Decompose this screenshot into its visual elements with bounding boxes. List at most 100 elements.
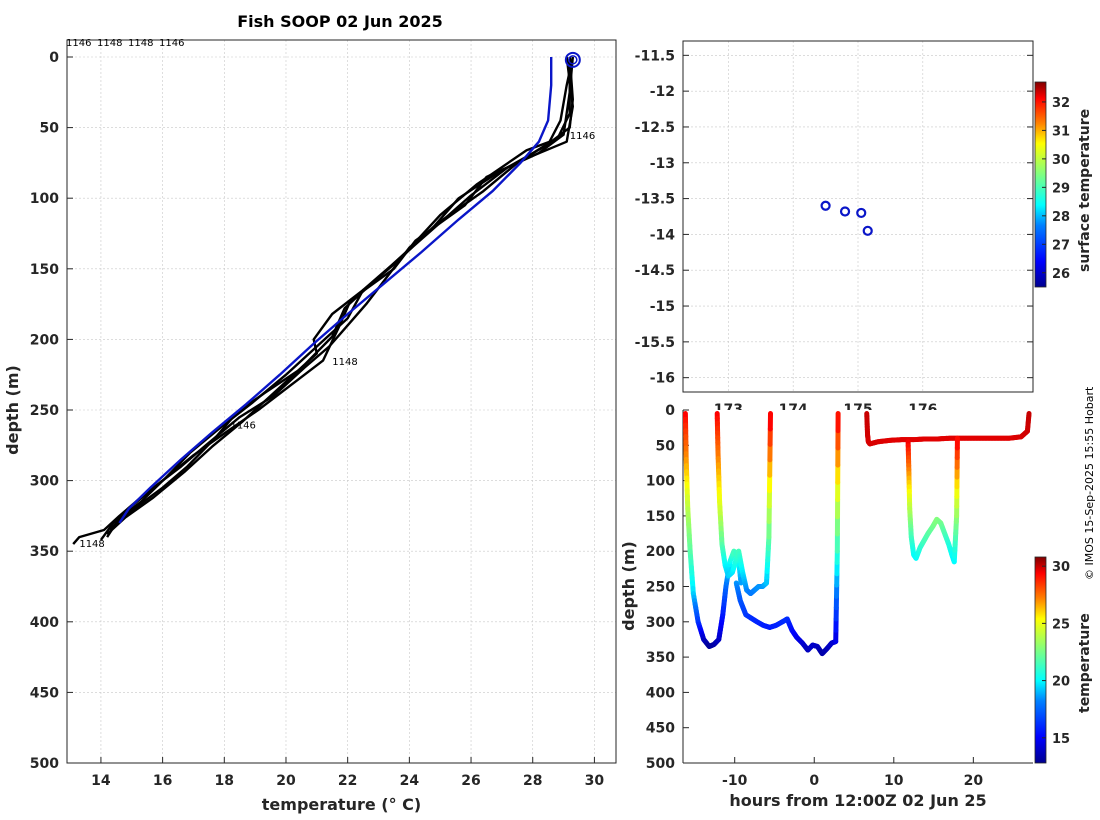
credit-text: © IMOS 15-Sep-2025 15:55 Hobart [1083, 386, 1096, 580]
y-tick-label: -14 [650, 227, 676, 243]
y-tick-label: 350 [646, 650, 675, 666]
map-plot: 173174175176-11.5-12-12.5-13-13.5-14-14.… [635, 40, 1034, 418]
y-tick-label: 50 [656, 438, 676, 454]
y-tick-label: 250 [646, 580, 675, 596]
profile-line [99, 56, 574, 541]
temperature-track [714, 411, 773, 597]
mean-profile-line [118, 57, 553, 524]
surface-temperature-colorbar: 26 27 28 29 30 31 32 surface temperature [1034, 81, 1093, 288]
x-tick-label: 14 [91, 773, 111, 789]
profile-annotation: 1146 [570, 131, 595, 142]
y-tick-label: -12.5 [635, 120, 675, 136]
plot-frame [682, 40, 1034, 393]
x-tick-label: 18 [215, 773, 234, 789]
colorbar-ticks: 26 27 28 29 30 31 32 [1042, 96, 1070, 282]
profile-annotation: 1148 [332, 357, 357, 368]
plot-area [683, 410, 1033, 763]
colorbar-gradient [1034, 81, 1047, 288]
y-tick-label: 450 [646, 721, 675, 737]
y-tick-label: -16 [650, 371, 675, 387]
colorbar-label: surface temperature [1077, 109, 1093, 272]
colorbar-tick-label: 20 [1052, 675, 1070, 690]
time-depth-plot: -10 0 10 20050100150200250300350400450500ho… [619, 403, 1033, 810]
y-tick-label: 50 [40, 121, 60, 137]
colorbar-ticks: 15 20 25 30 [1042, 560, 1070, 747]
y-axis-label: depth (m) [619, 541, 638, 631]
colorbar-tick-label: 31 [1052, 124, 1070, 139]
temperature-track [733, 411, 841, 657]
colorbar-tick-label: 25 [1052, 617, 1070, 632]
top-label: 1148 [128, 38, 153, 49]
location-marker [820, 200, 831, 211]
plot-frame [66, 39, 617, 764]
temperature-track [682, 411, 744, 650]
x-tick-label: 24 [400, 773, 420, 789]
colorbar-tick-label: 30 [1052, 560, 1070, 575]
y-tick-label: -12 [650, 84, 675, 100]
surface-marker [564, 51, 581, 68]
y-tick-label: 0 [49, 50, 59, 66]
x-tick-label: 30 [585, 773, 605, 789]
y-tick-label: 300 [30, 474, 59, 490]
x-tick-label: 26 [461, 773, 480, 789]
profile-plot: 14 16 18 20 22 24 26 28 300501001502002503003504… [3, 38, 617, 814]
y-tick-label: 100 [30, 191, 59, 207]
y-tick-label: -13 [650, 156, 675, 172]
y-tick-label: 200 [30, 332, 59, 348]
colorbar-tick-label: 28 [1052, 210, 1070, 225]
x-tick-label: 10 [884, 773, 904, 789]
colorbar-tick-label: 26 [1052, 267, 1070, 282]
x-tick-label: 16 [153, 773, 172, 789]
x-tick-label: 22 [338, 773, 357, 789]
x-tick-label: 28 [523, 773, 542, 789]
y-tick-label: 200 [646, 544, 675, 560]
y-tick-label: 500 [30, 756, 59, 772]
top-label: 1148 [97, 38, 122, 49]
y-tick-label: 450 [30, 685, 59, 701]
temperature-colorbar: 15 20 25 30 temperature [1034, 556, 1093, 764]
x-tick-label: 20 [964, 773, 984, 789]
colorbar-label: temperature [1077, 613, 1093, 713]
x-tick-label: 20 [276, 773, 296, 789]
y-tick-label: 250 [30, 403, 59, 419]
location-marker [839, 206, 851, 217]
colorbar-tick-label: 15 [1052, 732, 1070, 747]
colorbar-gradient [1034, 556, 1047, 764]
y-axis-label: depth (m) [3, 365, 22, 455]
temperature-track [905, 435, 960, 565]
profile-line [109, 56, 574, 531]
y-tick-label: 150 [30, 262, 59, 278]
y-tick-label: 400 [646, 685, 675, 701]
chart-title: Fish SOOP 02 Jun 2025 [237, 12, 443, 31]
top-label: 1146 [66, 38, 91, 49]
profile-annotation: 1148 [79, 539, 104, 550]
y-tick-label: -13.5 [635, 192, 675, 208]
temperature-track [864, 411, 1032, 447]
colorbar-tick-label: 27 [1052, 238, 1070, 253]
y-tick-label: 350 [30, 544, 59, 560]
y-tick-label: -15 [650, 299, 675, 315]
y-tick-label: 150 [646, 509, 675, 525]
y-tick-label: -14.5 [635, 263, 675, 279]
y-tick-label: 400 [30, 615, 59, 631]
y-tick-label: 0 [665, 403, 675, 419]
y-tick-label: 300 [646, 615, 675, 631]
surface-marker [568, 55, 578, 65]
colorbar-tick-label: 30 [1052, 153, 1070, 168]
x-tick-label: 0 [809, 773, 819, 789]
y-tick-label: -11.5 [635, 48, 675, 64]
location-marker [856, 207, 867, 219]
colorbar-tick-label: 32 [1052, 96, 1070, 111]
location-marker [862, 225, 873, 236]
y-tick-label: 500 [646, 756, 675, 772]
y-tick-label: -15.5 [635, 335, 675, 351]
profile-annotation: 1146 [230, 420, 255, 431]
top-label: 1146 [159, 38, 184, 49]
x-axis-label: temperature (° C) [262, 795, 421, 814]
x-tick-label: -10 [722, 773, 748, 789]
x-axis-label: hours from 12:00Z 02 Jun 25 [729, 791, 986, 810]
y-tick-label: 100 [646, 474, 675, 490]
colorbar-tick-label: 29 [1052, 181, 1070, 196]
